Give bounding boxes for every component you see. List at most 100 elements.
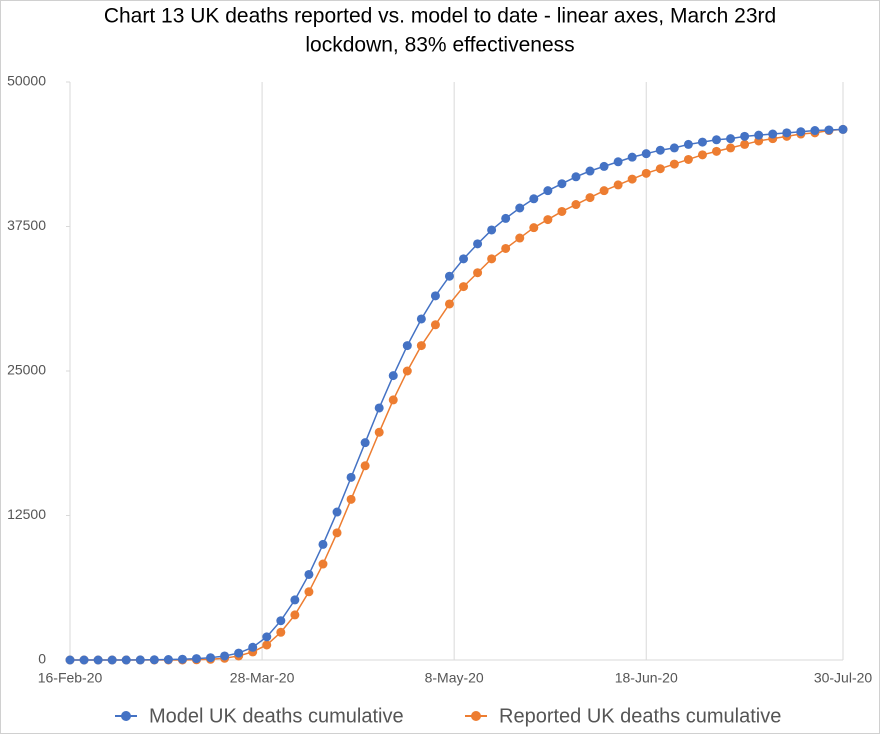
data-point — [430, 291, 440, 301]
data-point — [248, 642, 258, 652]
data-point — [290, 610, 300, 620]
legend-label: Model UK deaths cumulative — [149, 705, 404, 727]
data-point — [655, 164, 665, 174]
data-point — [473, 239, 483, 249]
data-point — [683, 139, 693, 149]
data-point — [304, 569, 314, 579]
data-point — [290, 595, 300, 605]
data-point — [796, 127, 806, 137]
data-point — [697, 150, 707, 160]
chart-title: lockdown, 83% effectiveness — [305, 34, 574, 57]
data-point — [318, 539, 328, 549]
data-point — [712, 146, 722, 156]
data-point — [740, 131, 750, 141]
chart-title: Chart 13 UK deaths reported vs. model to… — [104, 5, 776, 28]
data-point — [177, 654, 187, 664]
data-point — [191, 654, 201, 664]
data-point — [262, 640, 272, 650]
data-point — [740, 139, 750, 149]
data-point — [163, 655, 173, 665]
data-point — [234, 648, 244, 658]
data-point — [304, 587, 314, 597]
data-point — [262, 632, 272, 642]
data-point — [374, 427, 384, 437]
data-point — [430, 320, 440, 330]
data-point — [683, 154, 693, 164]
y-tick-label: 12500 — [7, 506, 46, 522]
data-point — [360, 461, 370, 471]
data-point — [697, 137, 707, 147]
data-point — [669, 159, 679, 169]
data-point — [529, 223, 539, 233]
y-tick-label: 25000 — [7, 362, 46, 378]
x-tick-label: 8-May-20 — [425, 670, 484, 686]
data-point — [220, 651, 230, 661]
x-tick-label: 30-Jul-20 — [814, 670, 873, 686]
data-point — [276, 616, 286, 626]
data-point — [641, 149, 651, 159]
data-point — [824, 125, 834, 135]
legend-marker — [471, 711, 481, 721]
data-point — [360, 438, 370, 448]
data-point — [402, 366, 412, 376]
data-point — [388, 371, 398, 381]
data-point — [346, 494, 356, 504]
data-point — [473, 268, 483, 278]
x-tick-label: 28-Mar-20 — [230, 670, 295, 686]
data-point — [332, 507, 342, 517]
data-point — [79, 655, 89, 665]
y-tick-label: 0 — [38, 651, 46, 667]
data-point — [121, 655, 131, 665]
data-point — [585, 193, 595, 203]
data-point — [65, 655, 75, 665]
data-point — [93, 655, 103, 665]
data-point — [543, 215, 553, 225]
data-point — [669, 143, 679, 153]
data-point — [726, 134, 736, 144]
data-point — [416, 341, 426, 351]
data-point — [838, 124, 848, 134]
data-point — [768, 129, 778, 139]
data-point — [529, 194, 539, 204]
data-point — [515, 203, 525, 213]
data-point — [416, 314, 426, 324]
data-point — [627, 152, 637, 162]
data-point — [782, 128, 792, 138]
data-point — [459, 254, 469, 264]
data-point — [627, 174, 637, 184]
data-point — [318, 559, 328, 569]
data-point — [515, 233, 525, 243]
data-point — [712, 135, 722, 145]
data-point — [388, 395, 398, 405]
data-point — [374, 403, 384, 413]
data-point — [135, 655, 145, 665]
data-point — [641, 168, 651, 178]
data-point — [332, 528, 342, 538]
data-point — [655, 145, 665, 155]
data-point — [754, 130, 764, 140]
data-point — [571, 172, 581, 182]
data-point — [444, 271, 454, 281]
data-point — [599, 161, 609, 171]
data-point — [487, 225, 497, 235]
data-point — [276, 627, 286, 637]
data-point — [543, 186, 553, 196]
data-point — [487, 254, 497, 264]
data-point — [599, 186, 609, 196]
legend-marker — [121, 711, 131, 721]
data-point — [346, 472, 356, 482]
data-point — [444, 299, 454, 309]
data-point — [459, 282, 469, 292]
data-point — [501, 213, 511, 223]
data-point — [571, 200, 581, 210]
legend-label: Reported UK deaths cumulative — [499, 705, 781, 727]
data-point — [613, 157, 623, 167]
data-point — [402, 341, 412, 351]
data-point — [107, 655, 117, 665]
data-point — [149, 655, 159, 665]
data-point — [810, 126, 820, 136]
data-point — [613, 180, 623, 190]
